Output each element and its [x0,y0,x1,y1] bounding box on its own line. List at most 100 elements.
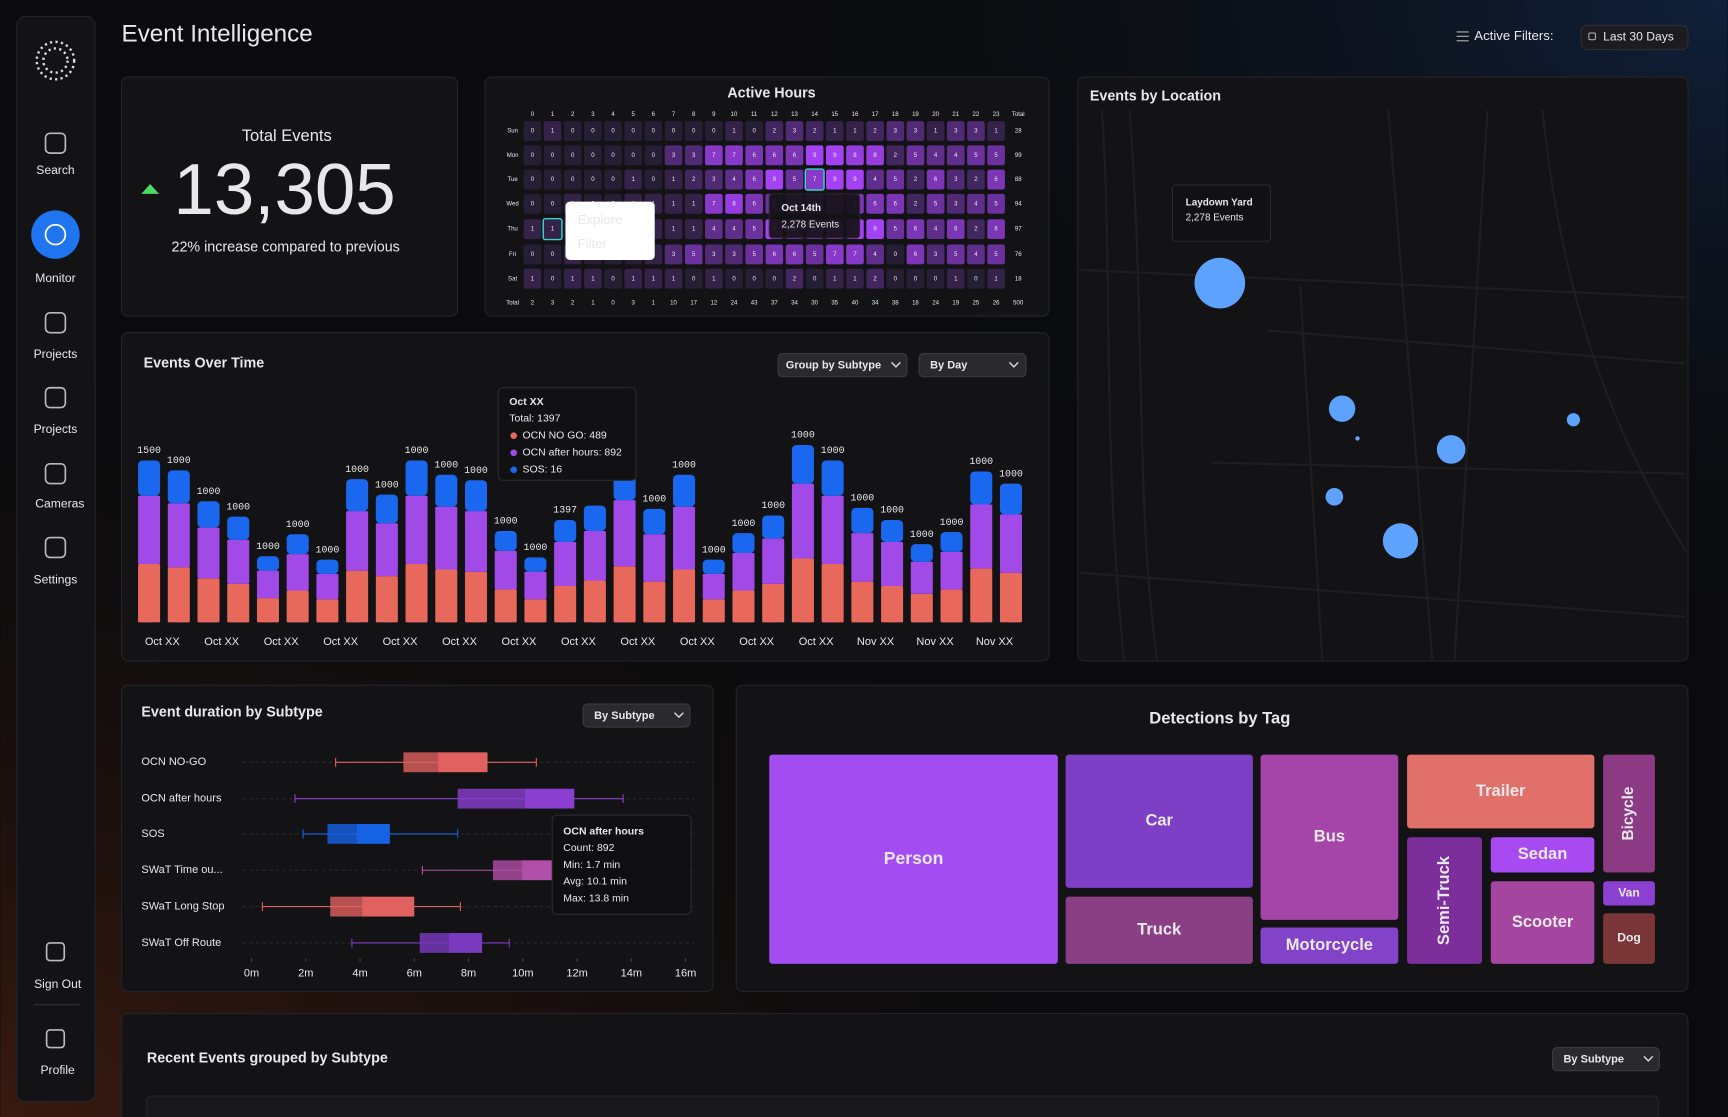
heat-cell[interactable] [664,268,683,289]
bar-segment[interactable] [791,445,814,484]
heat-cell[interactable] [785,169,804,190]
box-lower[interactable] [327,823,358,844]
heat-cell[interactable] [765,244,784,265]
heat-cell[interactable] [644,169,663,190]
heat-cell[interactable] [946,268,965,289]
heat-cell[interactable] [866,145,884,166]
heat-cell[interactable] [523,169,542,190]
heat-cell[interactable] [725,219,743,240]
heat-cell[interactable] [543,219,562,240]
heat-cell[interactable] [664,145,683,166]
bubble[interactable] [1355,436,1360,441]
heat-cell[interactable] [684,268,703,289]
heat-cell[interactable] [684,244,703,265]
box-lower[interactable] [330,896,363,917]
nav-label[interactable]: Projects [34,422,78,436]
heat-cell[interactable] [926,244,945,265]
tile[interactable] [1260,927,1399,964]
heat-cell[interactable] [866,219,884,240]
heat-cell[interactable] [987,169,1005,190]
bar-segment[interactable] [167,567,190,623]
bar-segment[interactable] [375,576,398,623]
bar-segment[interactable] [494,589,517,623]
bar-segment[interactable] [821,460,844,496]
heat-cell[interactable] [906,219,925,240]
heat-cell[interactable] [967,219,985,240]
heat-cell[interactable] [886,169,905,190]
heat-cell[interactable] [543,121,562,142]
dropdown[interactable] [777,353,908,378]
heat-cell[interactable] [725,268,743,289]
nav-icon-active[interactable] [31,210,80,259]
heat-cell[interactable] [987,193,1005,214]
bar-segment[interactable] [673,474,696,507]
bar-segment[interactable] [613,500,636,567]
heat-cell[interactable] [967,268,985,289]
bubble[interactable] [1325,487,1344,506]
heat-cell[interactable] [523,145,542,166]
heat-cell[interactable] [946,145,965,166]
heat-cell[interactable] [644,268,663,289]
bar-segment[interactable] [167,470,190,504]
bar-segment[interactable] [227,516,250,540]
heat-cell[interactable] [886,219,905,240]
heat-cell[interactable] [987,145,1005,166]
heat-cell[interactable] [563,145,582,166]
nav-label[interactable]: Settings [34,573,78,587]
heat-cell[interactable] [846,268,864,289]
tile[interactable] [1490,881,1595,964]
bar-segment[interactable] [821,495,844,565]
box-upper[interactable] [525,788,575,809]
bar-segment[interactable] [167,503,190,568]
tile[interactable] [1065,896,1253,964]
bar-segment[interactable] [138,460,161,496]
heat-cell[interactable] [664,169,683,190]
bar-segment[interactable] [316,573,339,600]
heat-cell[interactable] [604,145,622,166]
heat-cell[interactable] [705,121,723,142]
bubble[interactable] [1436,435,1466,464]
heat-cell[interactable] [967,193,985,214]
heat-cell[interactable] [765,268,784,289]
bar-segment[interactable] [613,566,636,623]
bar-segment[interactable] [643,581,666,623]
heat-cell[interactable] [523,268,542,289]
heat-cell[interactable] [543,268,562,289]
heat-cell[interactable] [664,193,683,214]
dropdown[interactable] [1551,1047,1660,1072]
heat-cell[interactable] [563,268,582,289]
heat-cell[interactable] [523,244,542,265]
heat-cell[interactable] [624,169,643,190]
nav-label[interactable]: Cameras [35,497,84,511]
bar-segment[interactable] [643,508,666,535]
heat-cell[interactable] [644,121,663,142]
tile[interactable] [1260,754,1399,920]
bar-segment[interactable] [702,559,725,574]
box-upper[interactable] [362,896,415,917]
heat-cell[interactable] [906,121,925,142]
heat-cell[interactable] [846,244,864,265]
heat-cell[interactable] [543,244,562,265]
bar-segment[interactable] [851,507,874,534]
bubble[interactable] [1194,257,1246,309]
nav-label[interactable]: Profile [40,1063,75,1077]
bar-segment[interactable] [999,572,1022,623]
heat-cell[interactable] [664,244,683,265]
nav-icon[interactable] [44,312,67,334]
box-upper[interactable] [438,752,488,773]
heat-cell[interactable] [725,121,743,142]
bar-segment[interactable] [554,541,577,587]
bar-segment[interactable] [999,514,1022,573]
heat-cell[interactable] [523,193,542,214]
heat-cell[interactable] [967,244,985,265]
heat-cell[interactable] [805,121,824,142]
heat-cell[interactable] [926,145,945,166]
bar-segment[interactable] [256,570,279,599]
bar-segment[interactable] [940,532,963,552]
heat-cell[interactable] [684,169,703,190]
bar-segment[interactable] [583,530,606,581]
heat-cell[interactable] [987,268,1005,289]
bar-segment[interactable] [197,527,220,579]
bar-segment[interactable] [762,538,785,584]
heat-cell[interactable] [906,169,925,190]
